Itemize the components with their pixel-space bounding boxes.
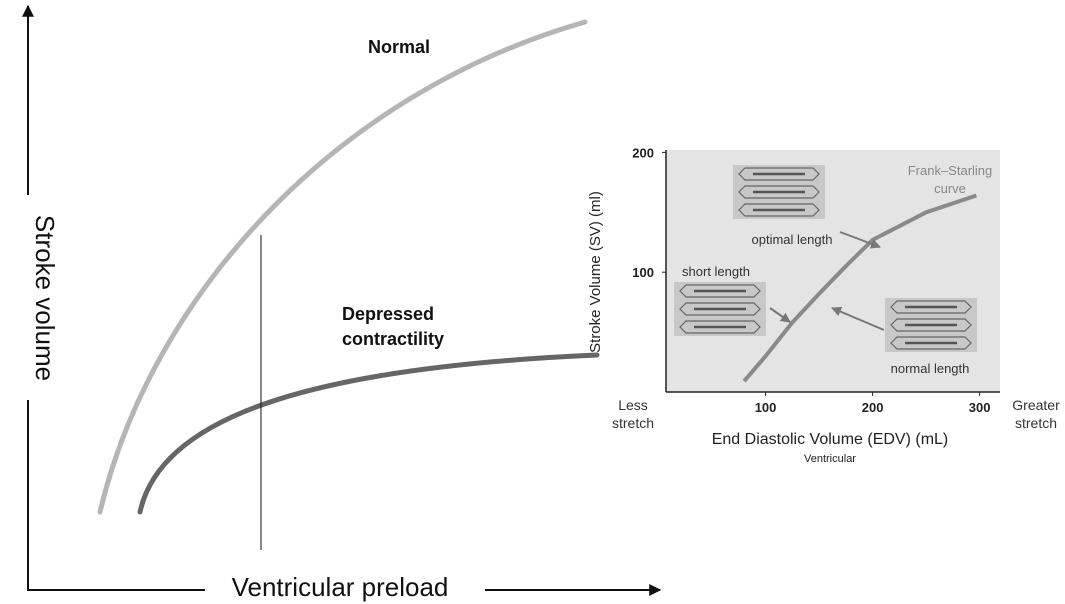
inset-x-sublabel: Ventricular [804,453,856,465]
curve-label: Depressed [342,304,434,324]
annotation: normal length [891,361,970,376]
y-label: Stroke volume [30,215,60,381]
x-tick-label: 200 [862,400,884,415]
curve-label: curve [934,181,966,196]
stretch-note: Less [618,397,648,413]
stretch-note: Greater [1012,397,1060,413]
stretch-note: stretch [612,415,654,431]
y-tick-label: 200 [632,145,654,160]
annotation: optimal length [752,232,833,247]
curve-label: contractility [342,329,444,349]
y-tick-label: 100 [632,265,654,280]
stretch-note: stretch [1015,415,1057,431]
sarcomere-normal [885,298,977,352]
annotation: short length [682,264,750,279]
normal-curve [100,22,585,512]
sarcomere-optimal [733,165,825,219]
x-label: Ventricular preload [232,572,449,602]
sarcomere-short [674,282,766,336]
page: Stroke volume Ventricular preload Normal… [0,0,1065,604]
x-tick-label: 300 [969,400,991,415]
x-tick-label: 100 [755,400,777,415]
curve-label: Normal [368,37,430,57]
depressed-curve [140,355,597,512]
inset-y-label: Stroke Volume (SV) (ml) [587,191,604,353]
inset-x-label: End Diastolic Volume (EDV) (mL) [712,431,949,448]
curve-label: Frank–Starling [908,163,993,178]
figure: Stroke volume Ventricular preload Normal… [0,0,1065,604]
